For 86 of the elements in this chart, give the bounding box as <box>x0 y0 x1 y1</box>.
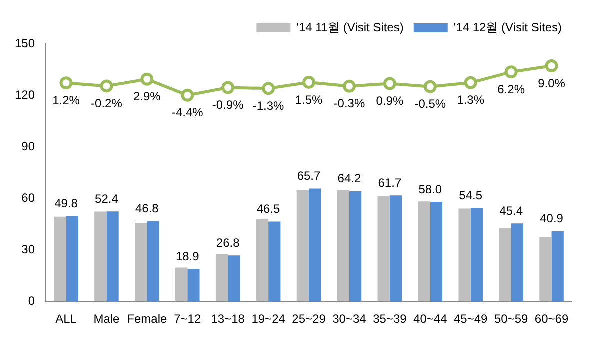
bar <box>390 196 402 302</box>
bar <box>135 222 148 302</box>
x-tick-label: 30~34 <box>332 312 367 326</box>
data-label: -0.9% <box>212 98 244 112</box>
bar <box>337 190 350 302</box>
legend-label: '14 12월 (Visit Sites) <box>454 20 562 34</box>
x-tick-label: Female <box>127 312 168 326</box>
x-tick-label: 35~39 <box>373 312 408 326</box>
x-tick-label: Male <box>94 312 120 326</box>
x-tick-label: 45~49 <box>454 312 488 326</box>
x-tick-label: 50~59 <box>494 312 528 326</box>
data-label: 61.7 <box>378 176 402 190</box>
data-label: 9.0% <box>538 76 566 90</box>
data-label: -0.2% <box>91 96 123 111</box>
data-label: 49.8 <box>54 196 78 210</box>
x-tick-label: 7~12 <box>174 312 202 326</box>
bar <box>94 212 107 302</box>
point <box>302 76 316 89</box>
data-label: 1.3% <box>457 93 485 108</box>
point <box>464 76 478 90</box>
data-label: 0.9% <box>376 94 404 108</box>
bar <box>552 231 564 302</box>
data-label: 1.2% <box>52 93 80 108</box>
data-label: 18.9 <box>176 249 200 264</box>
data-label: -0.3% <box>334 96 366 111</box>
data-label: -0.5% <box>414 97 446 112</box>
bar <box>430 202 443 302</box>
bar <box>106 212 119 302</box>
x-tick-label: 13~18 <box>211 312 246 326</box>
bar <box>54 216 66 302</box>
data-label: 46.8 <box>135 202 160 216</box>
point <box>424 80 437 94</box>
x-tick-label: 60~69 <box>534 312 569 326</box>
bar <box>499 228 512 302</box>
point <box>181 88 194 102</box>
legend-label: '14 11월 (Visit Sites) <box>296 20 404 34</box>
data-label: 2.9% <box>133 90 162 104</box>
bar <box>470 208 483 302</box>
y-tick-label: 120 <box>14 88 36 102</box>
bar <box>309 188 322 302</box>
point <box>140 72 154 86</box>
data-label: 46.5 <box>256 202 281 216</box>
y-tick-label: 0 <box>28 294 36 308</box>
bar <box>175 268 188 302</box>
data-label: 6.2% <box>498 82 526 96</box>
bar <box>378 196 390 302</box>
y-tick-label: 90 <box>22 139 36 154</box>
bar <box>147 221 160 302</box>
y-tick-label: 30 <box>22 242 36 256</box>
point <box>100 80 114 93</box>
data-label: 26.8 <box>216 236 240 250</box>
point <box>262 82 276 96</box>
data-label: 58.0 <box>418 182 442 196</box>
x-tick-label: 25~29 <box>292 312 326 326</box>
point <box>60 76 73 90</box>
bar <box>511 224 524 302</box>
bar <box>256 220 269 302</box>
bar <box>228 256 240 302</box>
data-label: 45.4 <box>500 204 524 218</box>
data-label: 52.4 <box>95 192 119 206</box>
bar <box>268 222 281 302</box>
bar <box>349 191 362 302</box>
bar <box>66 216 78 302</box>
bar <box>540 237 552 302</box>
point <box>383 77 396 90</box>
point <box>222 81 235 94</box>
y-tick-label: 150 <box>14 36 36 50</box>
data-label: -4.4% <box>172 106 204 120</box>
data-label: 64.2 <box>338 172 362 186</box>
bar <box>296 190 310 302</box>
point <box>545 59 558 72</box>
y-tick-label: 60 <box>22 190 36 205</box>
point <box>342 80 356 93</box>
bar <box>188 269 200 302</box>
x-tick-label: 40~44 <box>414 312 448 326</box>
data-label: 65.7 <box>297 169 322 184</box>
bar <box>216 254 228 302</box>
data-label: -1.3% <box>252 98 285 113</box>
point <box>504 66 518 79</box>
data-label: 1.5% <box>295 92 324 107</box>
bar <box>458 208 471 302</box>
data-label: 40.9 <box>540 212 564 226</box>
x-tick-label: 19~24 <box>252 312 286 326</box>
data-label: 54.5 <box>459 188 483 202</box>
bar <box>418 202 430 302</box>
x-tick-label: ALL <box>56 312 78 326</box>
